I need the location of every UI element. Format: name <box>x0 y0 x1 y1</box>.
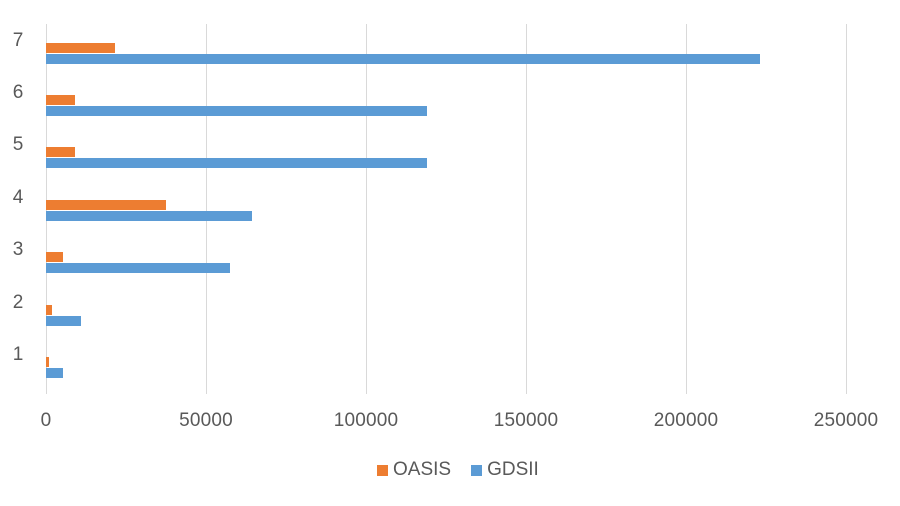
bar-oasis-6 <box>46 95 75 105</box>
bar-gdsii-4 <box>46 210 253 221</box>
legend-item-gdsii: GDSII <box>471 459 539 481</box>
x-tick-label: 50000 <box>179 410 233 431</box>
gridline-50000 <box>206 24 207 394</box>
bar-oasis-7 <box>46 42 115 53</box>
bar-gdsii-3 <box>46 263 230 274</box>
y-tick-label: 5 <box>12 134 24 156</box>
x-tick-label: 250000 <box>813 410 879 431</box>
bar-oasis-3 <box>46 252 63 263</box>
legend: OASIS GDSII <box>377 459 559 481</box>
gridline-150000 <box>526 24 527 394</box>
legend-label-gdsii: GDSII <box>487 459 539 480</box>
x-tick-label: 100000 <box>333 410 399 431</box>
bar-gdsii-6 <box>46 106 427 116</box>
y-tick-label: 7 <box>12 29 24 51</box>
bar-gdsii-5 <box>46 158 427 169</box>
x-tick-label: 0 <box>40 410 52 431</box>
gridline-100000 <box>366 24 367 394</box>
gridline-200000 <box>686 24 687 394</box>
legend-swatch-oasis-icon <box>377 464 388 476</box>
gridline-250000 <box>846 24 847 394</box>
y-tick-label: 3 <box>12 239 24 261</box>
bar-gdsii-7 <box>46 53 760 64</box>
y-tick-label: 4 <box>12 186 24 208</box>
bar-oasis-1 <box>46 357 49 367</box>
bar-gdsii-1 <box>46 368 63 378</box>
plot-area <box>46 24 847 394</box>
bar-oasis-5 <box>46 147 75 158</box>
y-tick-label: 6 <box>12 82 24 103</box>
bar-oasis-2 <box>46 304 53 315</box>
bar-oasis-4 <box>46 199 166 210</box>
x-tick-label: 150000 <box>493 410 559 431</box>
y-tick-label: 1 <box>12 344 24 365</box>
y-tick-label: 2 <box>12 291 24 313</box>
x-tick-label: 200000 <box>653 410 719 431</box>
bar-gdsii-2 <box>46 315 81 326</box>
legend-swatch-gdsii-icon <box>471 464 483 476</box>
legend-label-oasis: OASIS <box>393 459 452 480</box>
legend-item-oasis: OASIS <box>377 459 451 481</box>
